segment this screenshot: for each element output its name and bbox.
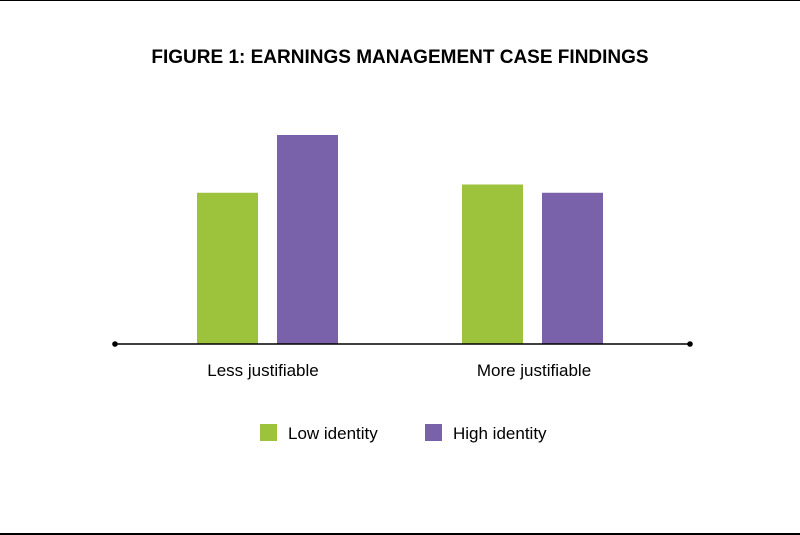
x-axis-right-endpoint xyxy=(687,341,693,347)
bar-less-justifiable-high-identity xyxy=(277,135,338,344)
category-label-more-justifiable: More justifiable xyxy=(477,361,591,380)
legend-label-low-identity: Low identity xyxy=(288,424,378,443)
legend-label-high-identity: High identity xyxy=(453,424,547,443)
legend: Low identity High identity xyxy=(260,424,547,443)
category-label-less-justifiable: Less justifiable xyxy=(207,361,319,380)
x-axis-left-endpoint xyxy=(112,341,118,347)
frame-top-border xyxy=(0,0,800,1)
legend-swatch-low-identity xyxy=(260,424,277,441)
bars-group xyxy=(197,135,603,344)
bar-more-justifiable-low-identity xyxy=(462,184,523,344)
legend-swatch-high-identity xyxy=(425,424,442,441)
bar-more-justifiable-high-identity xyxy=(542,192,603,344)
chart-title: FIGURE 1: EARNINGS MANAGEMENT CASE FINDI… xyxy=(151,47,648,68)
frame-bottom-border xyxy=(0,533,800,535)
bar-less-justifiable-low-identity xyxy=(197,192,258,344)
